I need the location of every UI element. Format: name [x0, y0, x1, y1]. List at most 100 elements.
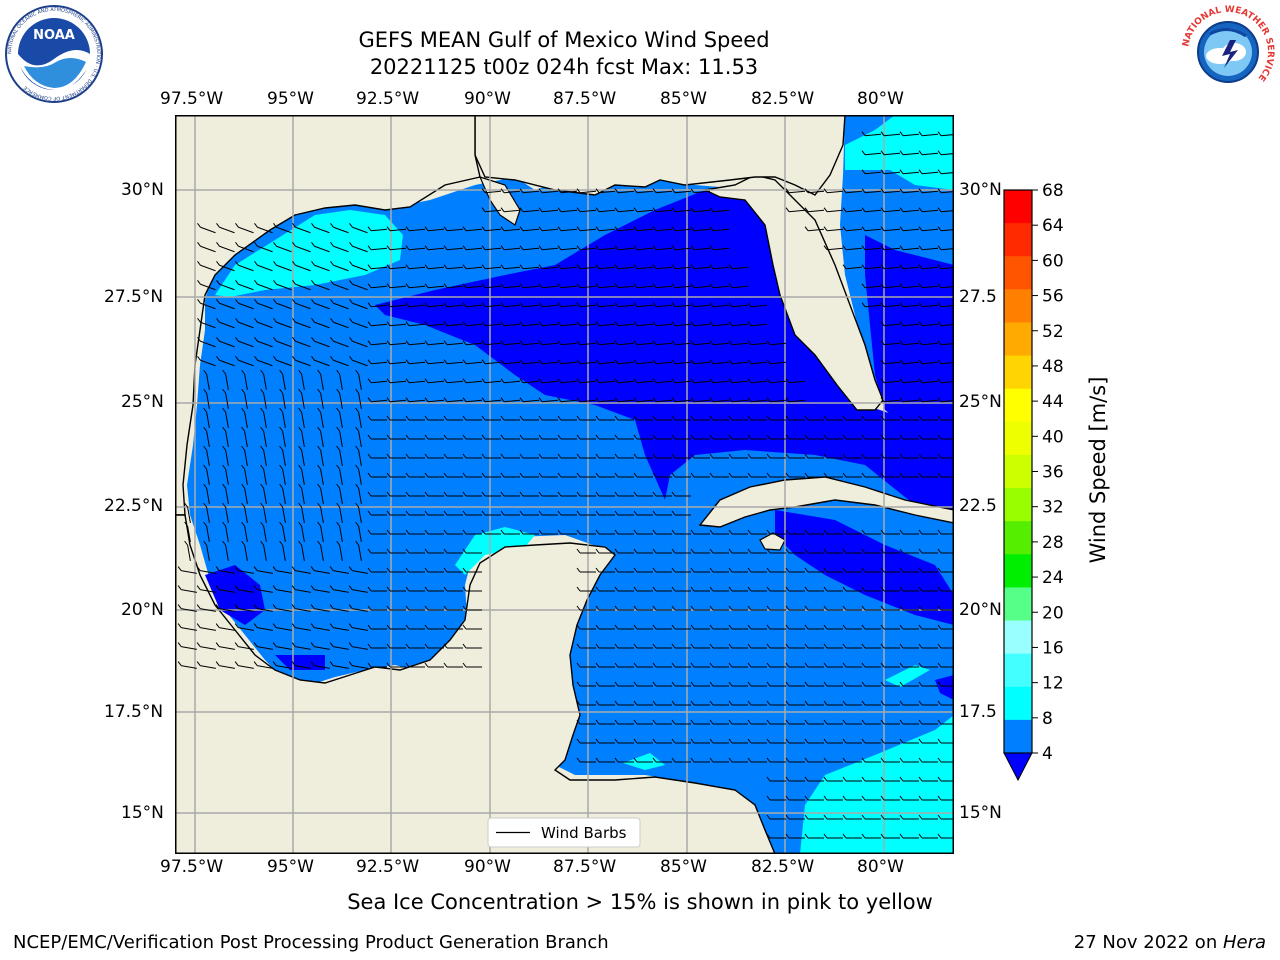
wind-barb-flag — [709, 643, 714, 649]
wind-barb — [883, 266, 901, 270]
wind-barb-flag — [405, 264, 410, 269]
wind-barb-flag — [614, 586, 619, 592]
wind-barb — [674, 228, 692, 232]
wind-barb — [320, 507, 324, 523]
wind-barb — [282, 393, 286, 409]
wind-barb-flag — [842, 624, 847, 630]
wind-barb — [788, 399, 806, 403]
wind-barb-flag — [728, 302, 733, 307]
wind-barb — [921, 266, 939, 270]
wind-barb — [301, 507, 305, 523]
wind-barb-flag — [709, 434, 714, 440]
wind-barb-flag — [348, 623, 353, 628]
wind-barb-flag — [235, 298, 239, 304]
wind-barb-flag — [424, 415, 429, 421]
wind-barb-flag — [652, 681, 657, 687]
wind-barb — [352, 665, 368, 669]
wind-barb-flag — [576, 586, 581, 592]
wind-barb-flag — [595, 207, 600, 212]
wind-barb-flag — [747, 472, 752, 478]
wind-barb — [560, 342, 578, 346]
wind-barb — [244, 545, 248, 561]
wind-barb — [579, 228, 597, 232]
wind-barb-flag — [671, 548, 676, 554]
wind-barb-flag — [310, 585, 315, 590]
wind-barb-flag — [842, 207, 847, 212]
wind-barb — [598, 304, 616, 308]
wind-barb-flag — [709, 264, 714, 269]
wind-barb-flag — [937, 643, 942, 649]
wind-barb — [320, 545, 324, 561]
wind-barb-flag — [861, 434, 866, 440]
wind-barb-flag — [709, 681, 714, 687]
wind-barb — [219, 627, 235, 631]
lat-tick-left: 17.5°N — [104, 702, 164, 722]
wind-barb — [712, 266, 730, 270]
wind-barb-flag — [557, 510, 562, 516]
wind-barb-flag — [880, 378, 885, 383]
wind-barb-flag — [918, 624, 923, 630]
wind-barb — [845, 228, 863, 232]
colorbar-box — [1004, 223, 1032, 257]
colorbar-tick-label: 44 — [1042, 392, 1064, 412]
wind-barb-flag — [386, 321, 391, 326]
wind-barb-flag — [310, 623, 315, 628]
wind-barb-flag — [349, 222, 353, 228]
lon-tick-bottom: 90°W — [464, 857, 511, 877]
wind-barb — [282, 431, 286, 447]
wind-barb — [712, 380, 730, 384]
wind-barb — [541, 228, 559, 232]
wind-barb-flag — [279, 502, 284, 508]
wind-barb-flag — [652, 548, 657, 554]
wind-barb — [282, 374, 286, 390]
wind-barb-flag — [443, 605, 448, 611]
wind-barb-flag — [937, 681, 942, 687]
wind-barb — [693, 323, 711, 327]
wind-barb — [522, 190, 540, 194]
wind-barb-flag — [424, 491, 429, 497]
wind-barb-flag — [298, 445, 303, 451]
wind-barb-flag — [671, 624, 676, 630]
wind-barb-flag — [443, 226, 448, 231]
wind-barb-flag — [595, 378, 600, 383]
wind-barb — [238, 321, 254, 329]
wind-barb — [522, 323, 540, 327]
wind-barb — [339, 374, 343, 390]
wind-barb-flag — [386, 283, 391, 288]
wind-barb-flag — [747, 359, 752, 364]
wind-barb-flag — [918, 283, 923, 288]
wind-barb-flag — [747, 302, 752, 307]
wind-barb-flag — [348, 642, 353, 647]
wind-barb-flag — [538, 283, 543, 288]
wind-barb-flag — [747, 321, 752, 326]
wind-barb-flag — [785, 814, 790, 820]
wind-barb-flag — [709, 415, 714, 421]
wind-barb — [541, 399, 559, 403]
wind-barb-flag — [823, 472, 828, 478]
wind-barb — [712, 247, 730, 251]
wind-barb-flag — [462, 491, 467, 497]
wind-barb-flag — [899, 434, 904, 440]
wind-barb — [560, 304, 578, 308]
wind-barb-flag — [291, 604, 296, 609]
wind-barb-flag — [728, 453, 733, 459]
wind-barb-flag — [861, 453, 866, 459]
wind-barb — [206, 374, 210, 390]
wind-barb-flag — [367, 302, 372, 307]
wind-barb — [617, 361, 635, 365]
wind-barb — [921, 304, 939, 308]
lon-tick-bottom: 87.5°W — [553, 857, 617, 877]
wind-barb — [301, 374, 305, 390]
wind-barb — [617, 380, 635, 384]
wind-barb-flag — [690, 453, 695, 459]
colorbar-box — [1004, 454, 1032, 489]
wind-barb — [598, 361, 616, 365]
wind-barb-flag — [443, 321, 448, 326]
wind-barb-flag — [330, 222, 334, 228]
wind-barb-flag — [595, 302, 600, 307]
wind-barb — [940, 134, 954, 137]
wind-barb — [370, 247, 388, 251]
wind-barb-flag — [203, 521, 208, 527]
wind-barb — [902, 228, 920, 232]
wind-barb-flag — [576, 434, 581, 440]
